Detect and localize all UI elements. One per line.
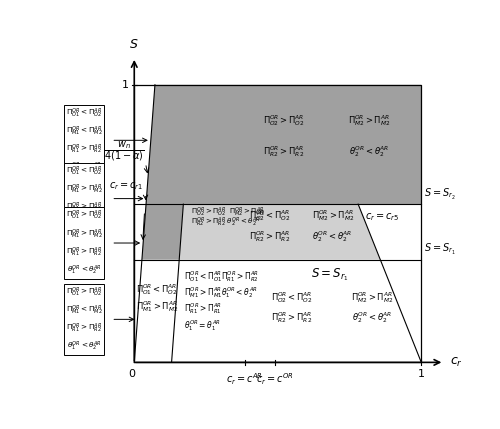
Text: 1: 1: [122, 80, 129, 90]
Text: $c_r=c_{r1}$: $c_r=c_{r1}$: [109, 180, 143, 192]
Text: $\theta_1^{OR}<\theta_2^{AR}$: $\theta_1^{OR}<\theta_2^{AR}$: [222, 285, 258, 300]
Text: $\Pi_{O1}^{OR}<\Pi_{O2}^{AR}$
$\Pi_{M1}^{OR}>\Pi_{M2}^{AR}$
$\Pi_{R1}^{OR}>\Pi_{: $\Pi_{O1}^{OR}<\Pi_{O2}^{AR}$ $\Pi_{M1}^…: [66, 165, 102, 233]
Text: $c_r=c_{r5}$: $c_r=c_{r5}$: [366, 211, 400, 223]
Text: $\Pi_{M2}^{OR}>\Pi_{M2}^{AR}$: $\Pi_{M2}^{OR}>\Pi_{M2}^{AR}$: [312, 208, 354, 223]
Text: $c_r=c^{AR}$: $c_r=c^{AR}$: [226, 371, 264, 387]
Text: 1: 1: [418, 369, 425, 379]
Text: $\Pi_{O1}^{OR}<\Pi_{O2}^{AR}$
$\Pi_{M1}^{OR}<\Pi_{M2}^{AR}$
$\Pi_{R1}^{OR}>\Pi_{: $\Pi_{O1}^{OR}<\Pi_{O2}^{AR}$ $\Pi_{M1}^…: [66, 106, 102, 174]
Text: $\Pi_{O2}^{OR}>\Pi_{O2}^{AR}$  $\Pi_{M2}^{OR}>\Pi_{M2}^{AR}$: $\Pi_{O2}^{OR}>\Pi_{O2}^{AR}$ $\Pi_{M2}^…: [190, 206, 264, 219]
Polygon shape: [179, 204, 380, 260]
Text: $\Pi_{O1}^{OR}<\Pi_{O1}^{AR}$: $\Pi_{O1}^{OR}<\Pi_{O1}^{AR}$: [184, 269, 222, 284]
Polygon shape: [142, 204, 184, 260]
Text: $\Pi_{O1}^{OR}>\Pi_{O2}^{AR}$
$\Pi_{M1}^{OR}>\Pi_{M2}^{AR}$
$\Pi_{R1}^{OR}>\Pi_{: $\Pi_{O1}^{OR}>\Pi_{O2}^{AR}$ $\Pi_{M1}^…: [66, 209, 102, 277]
Text: $\theta_1^{OR}=\theta_1^{AR}$: $\theta_1^{OR}=\theta_1^{AR}$: [184, 318, 222, 333]
Text: $\Pi_{M1}^{OR}>\Pi_{M1}^{AR}$: $\Pi_{M1}^{OR}>\Pi_{M1}^{AR}$: [184, 285, 223, 300]
Text: $\Pi_{M2}^{OR}>\Pi_{M2}^{AR}$: $\Pi_{M2}^{OR}>\Pi_{M2}^{AR}$: [348, 113, 391, 128]
Text: $\Pi_{R1}^{OR}>\Pi_{R2}^{AR}$: $\Pi_{R1}^{OR}>\Pi_{R2}^{AR}$: [222, 269, 260, 284]
Text: $\Pi_{R1}^{OR}>\Pi_{R1}^{AR}$: $\Pi_{R1}^{OR}>\Pi_{R1}^{AR}$: [184, 302, 222, 317]
Text: $c_r$: $c_r$: [450, 356, 463, 369]
Text: $\Pi_{M1}^{OR}>\Pi_{M2}^{AR}$: $\Pi_{M1}^{OR}>\Pi_{M2}^{AR}$: [136, 299, 178, 314]
Text: $\Pi_{O2}^{OR}<\Pi_{O2}^{AR}$: $\Pi_{O2}^{OR}<\Pi_{O2}^{AR}$: [248, 208, 290, 223]
Text: $\theta_2^{OR}<\theta_2^{AR}$: $\theta_2^{OR}<\theta_2^{AR}$: [350, 144, 390, 159]
Text: $\Pi_{O2}^{OR}>\Pi_{O2}^{AR}$: $\Pi_{O2}^{OR}>\Pi_{O2}^{AR}$: [262, 113, 304, 128]
Text: $\Pi_{R2}^{OR}>\Pi_{R2}^{AR}$: $\Pi_{R2}^{OR}>\Pi_{R2}^{AR}$: [263, 144, 304, 159]
Text: $\theta_2^{OR}<\theta_2^{AR}$: $\theta_2^{OR}<\theta_2^{AR}$: [312, 229, 353, 244]
Text: $c_r=c^{OR}$: $c_r=c^{OR}$: [256, 371, 294, 387]
Text: $\Pi_{O2}^{OR}<\Pi_{O2}^{AR}$: $\Pi_{O2}^{OR}<\Pi_{O2}^{AR}$: [271, 290, 313, 305]
Text: $\Pi_{R2}^{OR}>\Pi_{R2}^{AR}\ \theta_2^{OR}<\theta_2^{AR}$: $\Pi_{R2}^{OR}>\Pi_{R2}^{AR}\ \theta_2^{…: [190, 215, 260, 229]
Text: $\Pi_{R2}^{OR}>\Pi_{R2}^{AR}$: $\Pi_{R2}^{OR}>\Pi_{R2}^{AR}$: [272, 310, 313, 325]
Text: $\theta_2^{OR}<\theta_2^{AR}$: $\theta_2^{OR}<\theta_2^{AR}$: [352, 310, 393, 325]
Text: $\Pi_{M2}^{OR}>\Pi_{M2}^{AR}$: $\Pi_{M2}^{OR}>\Pi_{M2}^{AR}$: [352, 290, 394, 305]
Polygon shape: [146, 85, 421, 204]
Text: 0: 0: [128, 369, 135, 379]
Text: $S=S_{r_1}$: $S=S_{r_1}$: [310, 266, 348, 283]
Text: $S=S_{r_2}$: $S=S_{r_2}$: [424, 187, 456, 202]
Text: $S$: $S$: [130, 39, 139, 51]
Text: $S=\dfrac{w_n}{4(1-\alpha)}$: $S=\dfrac{w_n}{4(1-\alpha)}$: [86, 139, 144, 163]
Text: $\Pi_{O1}^{OR}>\Pi_{O2}^{AR}$
$\Pi_{M1}^{OR}<\Pi_{M2}^{AR}$
$\Pi_{R1}^{OR}>\Pi_{: $\Pi_{O1}^{OR}>\Pi_{O2}^{AR}$ $\Pi_{M1}^…: [66, 285, 102, 353]
Text: $\Pi_{R2}^{OR}>\Pi_{R2}^{AR}$: $\Pi_{R2}^{OR}>\Pi_{R2}^{AR}$: [249, 229, 290, 244]
Text: $\Pi_{O1}^{OR}<\Pi_{O2}^{AR}$: $\Pi_{O1}^{OR}<\Pi_{O2}^{AR}$: [136, 282, 178, 297]
Text: $S=S_{r_1}$: $S=S_{r_1}$: [424, 242, 456, 257]
